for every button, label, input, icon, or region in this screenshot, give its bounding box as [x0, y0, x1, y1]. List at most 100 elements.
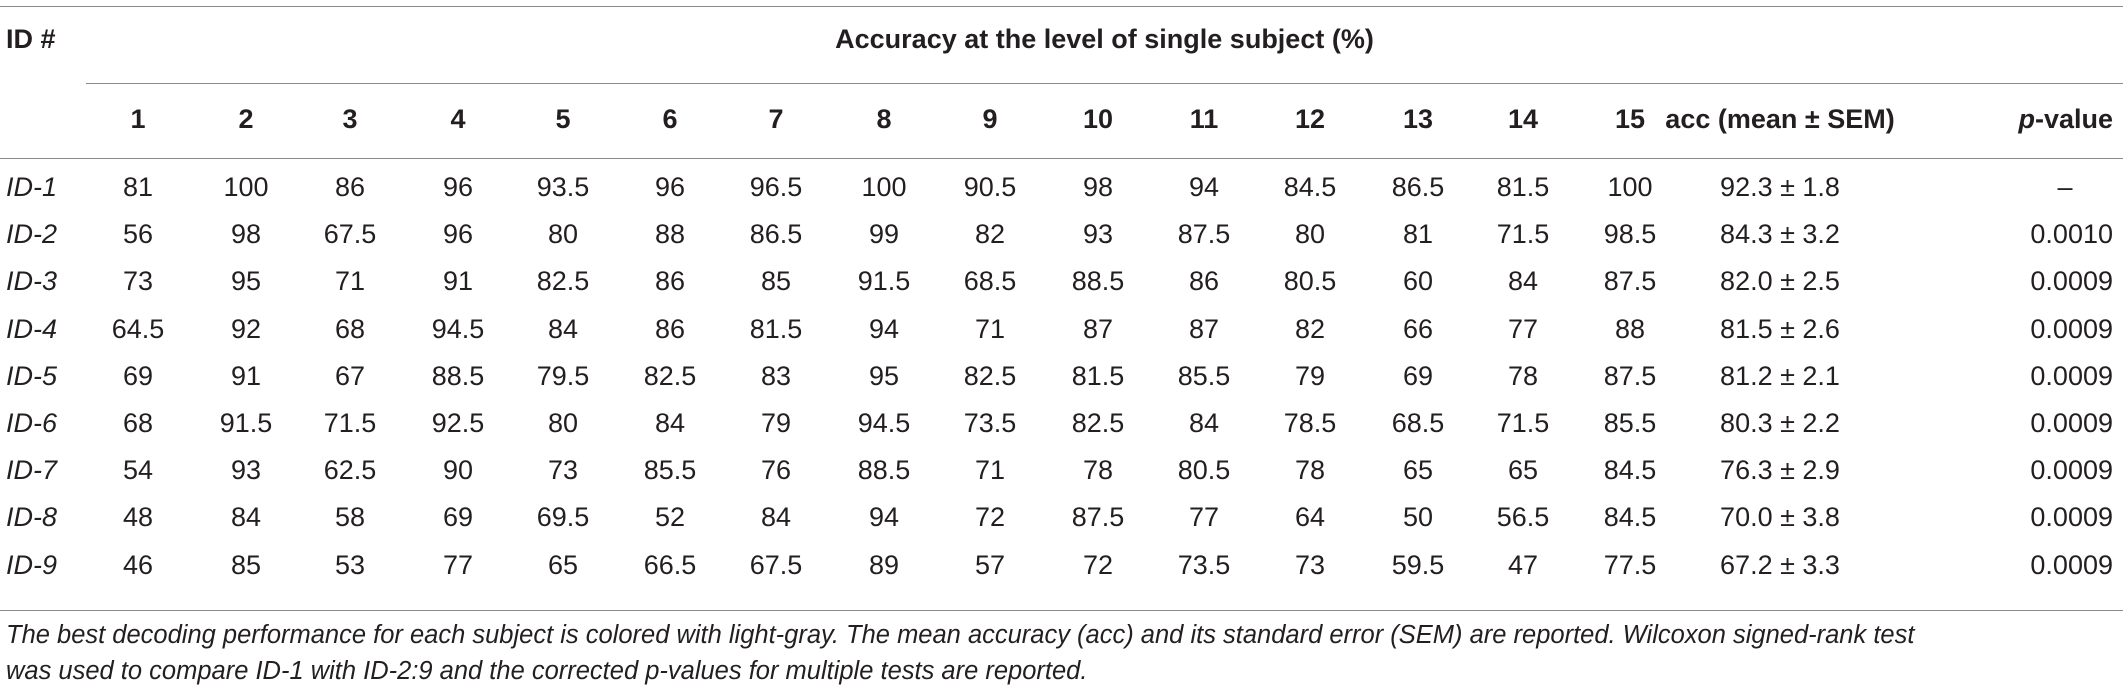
- subject-header-11: 11: [1189, 104, 1219, 134]
- accuracy-cell: 77.5: [1603, 549, 1657, 580]
- subject-header-7: 7: [768, 104, 784, 134]
- pvalue-header-p: p: [2018, 104, 2035, 134]
- accuracy-cell: 85: [230, 549, 262, 580]
- column-header-row: 1 2 3 4 5 6 7 8 9 10 11 12 13 14 15 acc (mean ± SEM) p-v…: [0, 104, 2123, 140]
- accuracy-cell: 68.5: [963, 266, 1017, 297]
- accuracy-cell: 79: [760, 408, 792, 438]
- accuracy-cell: 71: [974, 455, 1006, 486]
- accuracy-cell: 86: [654, 266, 686, 297]
- acc-header: acc (mean ± SEM): [1665, 104, 1895, 134]
- accuracy-cell: 69: [1402, 360, 1434, 391]
- pvalue-cell: 0.0010: [2030, 219, 2113, 250]
- table-bottom-rule: [0, 610, 2123, 611]
- accuracy-cell: 88: [1614, 313, 1646, 344]
- accuracy-cell: 56: [122, 219, 154, 250]
- pvalue-cell: –: [2057, 172, 2073, 202]
- accuracy-cell: 96: [654, 172, 686, 202]
- accuracy-cell: 53: [334, 549, 366, 580]
- acc-mean-sem-cell: 67.2 ± 3.3: [1720, 549, 1840, 580]
- accuracy-cell: 96: [442, 219, 474, 250]
- accuracy-cell: 84.5: [1603, 455, 1657, 486]
- accuracy-cell: 86: [654, 313, 686, 344]
- row-id-label: ID-9: [6, 549, 58, 580]
- table-row: ID-7 54 93 62.5 90 73 85.5 76 88.5 71 78 80.5 78 65 65…: [0, 455, 2123, 503]
- accuracy-cell: 93: [230, 455, 262, 486]
- accuracy-cell: 76: [760, 455, 792, 486]
- accuracy-cell: 52: [654, 502, 686, 533]
- accuracy-cell: 84: [547, 313, 579, 344]
- accuracy-cell: 86: [1188, 266, 1220, 297]
- accuracy-cell: 50: [1402, 502, 1434, 533]
- accuracy-cell: 91.5: [857, 266, 911, 297]
- accuracy-cell: 99: [868, 219, 900, 250]
- accuracy-cell: 94.5: [431, 313, 485, 344]
- accuracy-cell: 93: [1082, 219, 1114, 250]
- accuracy-cell: 92: [230, 313, 262, 344]
- accuracy-cell: 80: [547, 219, 579, 250]
- accuracy-cell: 88.5: [1071, 266, 1125, 297]
- pvalue-header: p-value: [1963, 104, 2113, 135]
- accuracy-cell: 98: [1082, 172, 1114, 202]
- accuracy-cell: 47: [1507, 549, 1539, 580]
- accuracy-cell: 88.5: [857, 455, 911, 486]
- accuracy-cell: 64.5: [111, 313, 165, 344]
- accuracy-cell: 71: [334, 266, 366, 297]
- accuracy-cell: 90.5: [963, 172, 1017, 202]
- accuracy-cell: 84: [1507, 266, 1539, 297]
- accuracy-cell: 84.5: [1283, 172, 1337, 202]
- subject-header-12: 12: [1294, 104, 1326, 134]
- accuracy-cell: 58: [334, 502, 366, 533]
- accuracy-cell: 71.5: [1496, 408, 1550, 438]
- accuracy-cell: 94: [868, 313, 900, 344]
- subject-header-4: 4: [450, 104, 466, 134]
- footnote-line-2: was used to compare ID-1 with ID-2:9 and…: [6, 657, 1088, 685]
- subject-header-10: 10: [1082, 104, 1114, 134]
- accuracy-cell: 68: [334, 313, 366, 344]
- accuracy-cell: 66.5: [643, 549, 697, 580]
- accuracy-cell: 91: [230, 360, 262, 391]
- accuracy-cell: 77: [1188, 502, 1220, 533]
- row-id-label: ID-8: [6, 502, 58, 533]
- accuracy-cell: 79.5: [536, 360, 590, 391]
- table-row: ID-9 46 85 53 77 65 66.5 67.5 89 57 72 73.5 73 59.5 47…: [0, 550, 2123, 598]
- row-id-label: ID-1: [6, 172, 58, 202]
- accuracy-cell: 89: [868, 549, 900, 580]
- table-row: ID-8 48 84 58 69 69.5 52 84 94 72 87.5 77 64 50 56.5 84…: [0, 502, 2123, 550]
- accuracy-cell: 96.5: [749, 172, 803, 202]
- pvalue-cell: 0.0009: [2030, 313, 2113, 344]
- accuracy-cell: 87.5: [1603, 360, 1657, 391]
- accuracy-cell: 84: [654, 408, 686, 438]
- row-id-label: ID-6: [6, 408, 58, 438]
- accuracy-cell: 86.5: [1391, 172, 1445, 202]
- acc-mean-sem-cell: 70.0 ± 3.8: [1720, 502, 1840, 533]
- acc-mean-sem-cell: 92.3 ± 1.8: [1720, 172, 1840, 202]
- accuracy-cell: 59.5: [1391, 549, 1445, 580]
- accuracy-cell: 98.5: [1603, 219, 1657, 250]
- accuracy-cell: 87.5: [1071, 502, 1125, 533]
- table-row: ID-2 56 98 67.5 96 80 88 86.5 99 82 93 87.5 80 81 71.5…: [0, 219, 2123, 267]
- accuracy-cell: 78: [1294, 455, 1326, 486]
- subject-header-5: 5: [555, 104, 571, 134]
- accuracy-cell: 100: [861, 172, 907, 202]
- accuracy-cell: 87: [1188, 313, 1220, 344]
- accuracy-cell: 80.5: [1177, 455, 1231, 486]
- accuracy-cell: 100: [223, 172, 269, 202]
- row-id-label: ID-2: [6, 219, 58, 250]
- row-id-label: ID-4: [6, 313, 58, 344]
- accuracy-cell: 64: [1294, 502, 1326, 533]
- accuracy-cell: 90: [442, 455, 474, 486]
- subject-header-13: 13: [1402, 104, 1434, 134]
- accuracy-cell: 65: [1507, 455, 1539, 486]
- accuracy-cell: 46: [122, 549, 154, 580]
- accuracy-cell: 81: [1402, 219, 1434, 250]
- row-id-label: ID-7: [6, 455, 58, 486]
- accuracy-cell: 82.5: [963, 360, 1017, 391]
- accuracy-cell: 82: [974, 219, 1006, 250]
- accuracy-cell: 56.5: [1496, 502, 1550, 533]
- accuracy-cell: 93.5: [536, 172, 590, 202]
- accuracy-cell: 80.5: [1283, 266, 1337, 297]
- accuracy-cell: 73: [1294, 549, 1326, 580]
- accuracy-cell: 85.5: [1177, 360, 1231, 391]
- accuracy-cell: 73.5: [963, 408, 1017, 438]
- accuracy-cell: 73.5: [1177, 549, 1231, 580]
